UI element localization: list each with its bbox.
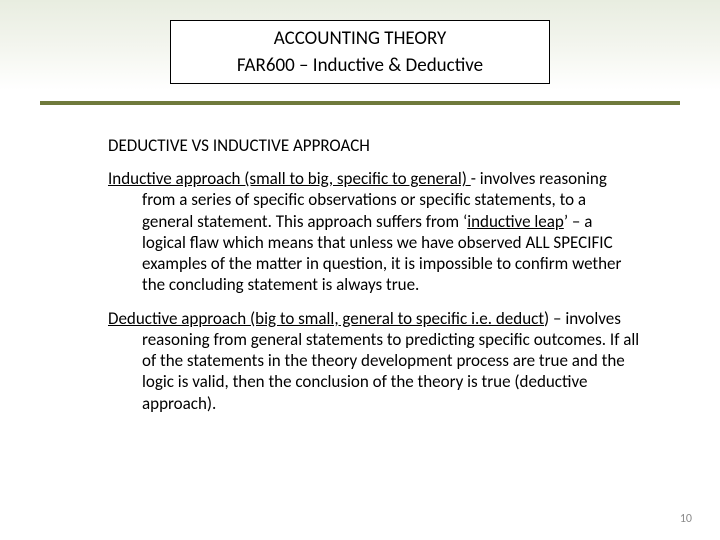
inductive-lead: Inductive approach (small to big, specif… — [108, 168, 471, 189]
title-box: ACCOUNTING THEORY FAR600 – Inductive & D… — [170, 20, 550, 84]
title-line-2: FAR600 – Inductive & Deductive — [171, 52, 549, 83]
section-heading: DEDUCTIVE VS INDUCTIVE APPROACH — [108, 135, 640, 156]
inductive-leap: inductive leap — [467, 211, 564, 232]
horizontal-rule — [40, 101, 680, 105]
page-number: 10 — [680, 512, 692, 526]
title-line-1: ACCOUNTING THEORY — [171, 21, 549, 52]
deductive-lead: Deductive approach (big to small, genera… — [108, 308, 544, 329]
paragraph-deductive: Deductive approach (big to small, genera… — [108, 308, 640, 414]
content-area: DEDUCTIVE VS INDUCTIVE APPROACH Inductiv… — [108, 135, 640, 426]
paragraph-inductive: Inductive approach (small to big, specif… — [108, 168, 640, 296]
